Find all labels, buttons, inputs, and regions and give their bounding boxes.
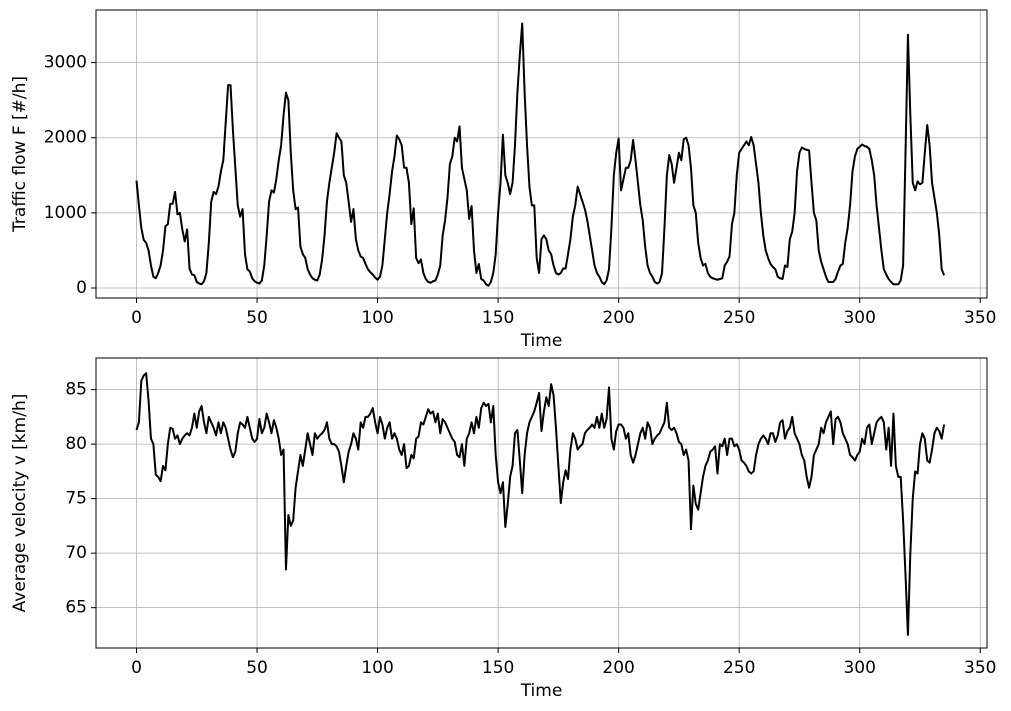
x-tick-label: 350 xyxy=(964,658,996,678)
y-axis-label: Average velocity v [km/h] xyxy=(10,394,30,613)
data-line xyxy=(135,22,946,287)
x-tick-label: 250 xyxy=(723,308,755,328)
y-tick-label: 75 xyxy=(65,489,87,509)
y-tick-label: 70 xyxy=(65,543,87,563)
x-tick-label: 100 xyxy=(361,658,393,678)
x-tick-label: 300 xyxy=(843,658,875,678)
data-line xyxy=(135,372,946,636)
x-tick-label: 200 xyxy=(602,658,634,678)
y-axis-label: Traffic flow F [#/h] xyxy=(10,76,30,233)
x-tick-label: 350 xyxy=(964,308,996,328)
x-axis-label: Time xyxy=(520,331,563,351)
y-tick-label: 85 xyxy=(65,380,87,400)
x-tick-label: 150 xyxy=(482,658,514,678)
y-tick-label: 2000 xyxy=(44,128,87,148)
axes-frame xyxy=(95,357,988,649)
axes-frame xyxy=(95,9,988,299)
y-tick-label: 3000 xyxy=(44,53,87,73)
y-tick-label: 1000 xyxy=(44,203,87,223)
x-tick-label: 0 xyxy=(131,308,142,328)
x-tick-label: 200 xyxy=(602,308,634,328)
x-tick-label: 150 xyxy=(482,308,514,328)
y-tick-label: 0 xyxy=(76,278,87,298)
x-tick-label: 50 xyxy=(246,308,268,328)
y-tick-label: 80 xyxy=(65,434,87,454)
x-tick-label: 300 xyxy=(843,308,875,328)
x-tick-label: 250 xyxy=(723,658,755,678)
y-tick-label: 65 xyxy=(65,598,87,618)
x-tick-label: 100 xyxy=(361,308,393,328)
x-tick-label: 50 xyxy=(246,658,268,678)
x-tick-label: 0 xyxy=(131,658,142,678)
x-axis-label: Time xyxy=(520,681,563,701)
